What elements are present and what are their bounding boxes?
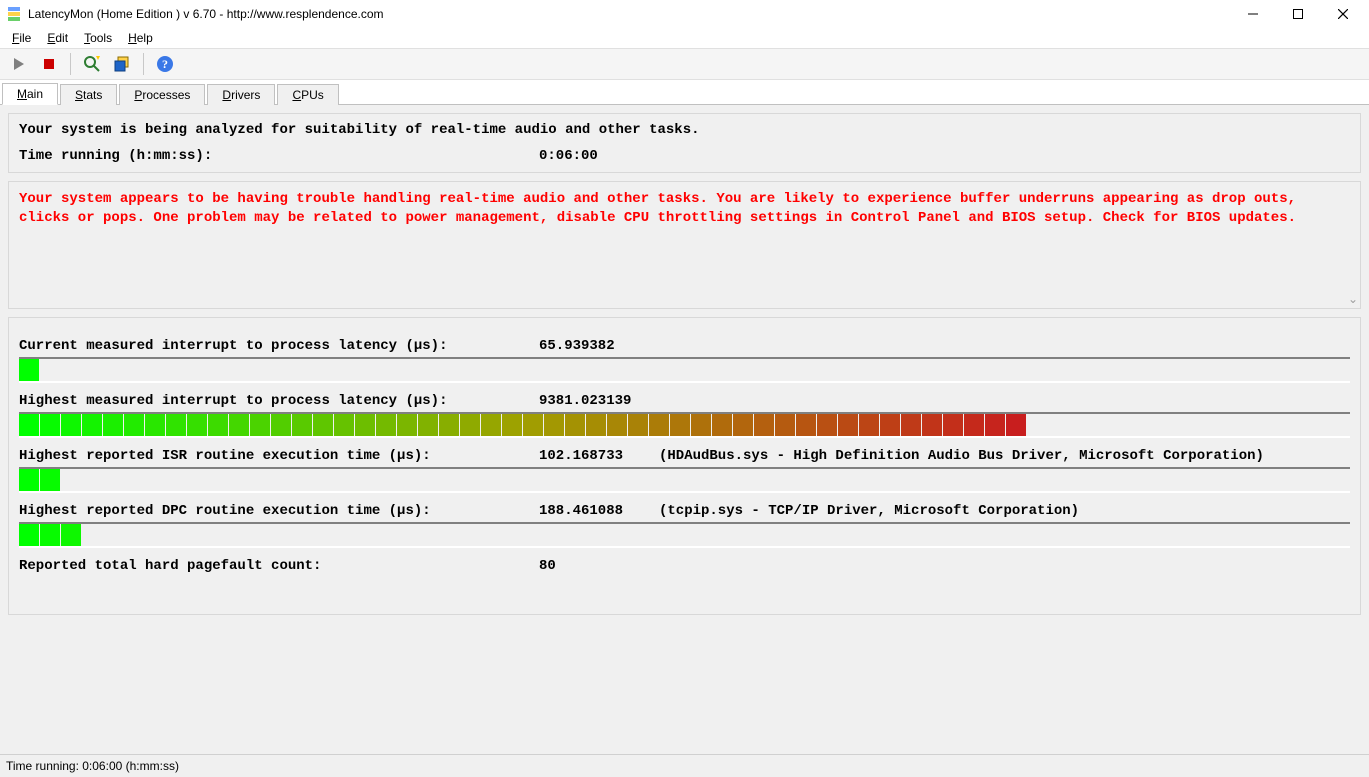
highest-dpc-bar [19, 522, 1350, 548]
warning-text: Your system appears to be having trouble… [19, 190, 1350, 228]
time-running-label: Time running (h:mm:ss): [19, 148, 539, 164]
highest-dpc-extra: (tcpip.sys - TCP/IP Driver, Microsoft Co… [659, 503, 1350, 519]
menu-file[interactable]: File [6, 30, 37, 46]
time-running-value: 0:06:00 [539, 148, 598, 164]
analyzing-text: Your system is being analyzed for suitab… [19, 122, 1350, 138]
highest-isr-extra: (HDAudBus.sys - High Definition Audio Bu… [659, 448, 1350, 464]
menu-help[interactable]: Help [122, 30, 159, 46]
close-button[interactable] [1320, 0, 1365, 28]
highest-latency-value: 9381.023139 [539, 393, 659, 409]
metrics-panel: Current measured interrupt to process la… [8, 317, 1361, 615]
scroll-down-icon[interactable]: ⌄ [1348, 292, 1358, 306]
highest-isr-bar [19, 467, 1350, 493]
current-latency-bar [19, 357, 1350, 383]
menu-tools[interactable]: Tools [78, 30, 118, 46]
highest-isr-value: 102.168733 [539, 448, 659, 464]
windows-button[interactable] [109, 51, 135, 77]
hard-pagefault-label: Reported total hard pagefault count: [19, 558, 539, 574]
tab-main[interactable]: Main [2, 83, 58, 105]
highest-latency-label: Highest measured interrupt to process la… [19, 393, 539, 409]
toolbar: ? [0, 48, 1369, 80]
highest-dpc-label: Highest reported DPC routine execution t… [19, 503, 539, 519]
menu-edit[interactable]: Edit [41, 30, 74, 46]
play-button[interactable] [6, 51, 32, 77]
minimize-button[interactable] [1230, 0, 1275, 28]
tab-drivers[interactable]: Drivers [207, 84, 275, 105]
toolbar-separator [70, 53, 71, 75]
highest-isr-label: Highest reported ISR routine execution t… [19, 448, 539, 464]
tab-stats[interactable]: Stats [60, 84, 117, 105]
analyzing-panel: Your system is being analyzed for suitab… [8, 113, 1361, 173]
warning-panel: Your system appears to be having trouble… [8, 181, 1361, 309]
svg-text:?: ? [162, 57, 168, 71]
hard-pagefault-value: 80 [539, 558, 659, 574]
highest-dpc-value: 188.461088 [539, 503, 659, 519]
maximize-button[interactable] [1275, 0, 1320, 28]
toolbar-separator [143, 53, 144, 75]
tab-processes[interactable]: Processes [119, 84, 205, 105]
status-bar: Time running: 0:06:00 (h:mm:ss) [0, 754, 1369, 777]
app-icon [6, 6, 22, 22]
menu-bar: File Edit Tools Help [0, 28, 1369, 48]
window-controls [1230, 0, 1365, 28]
current-latency-label: Current measured interrupt to process la… [19, 338, 539, 354]
help-button[interactable]: ? [152, 51, 178, 77]
tab-bar: Main Stats Processes Drivers CPUs [0, 80, 1369, 105]
current-latency-value: 65.939382 [539, 338, 659, 354]
stop-button[interactable] [36, 51, 62, 77]
tab-cpus[interactable]: CPUs [277, 84, 338, 105]
status-text: Time running: 0:06:00 (h:mm:ss) [6, 759, 179, 773]
search-button[interactable] [79, 51, 105, 77]
title-bar: LatencyMon (Home Edition ) v 6.70 - http… [0, 0, 1369, 28]
highest-latency-bar [19, 412, 1350, 438]
window-title: LatencyMon (Home Edition ) v 6.70 - http… [28, 7, 1230, 21]
main-content: Your system is being analyzed for suitab… [0, 105, 1369, 767]
